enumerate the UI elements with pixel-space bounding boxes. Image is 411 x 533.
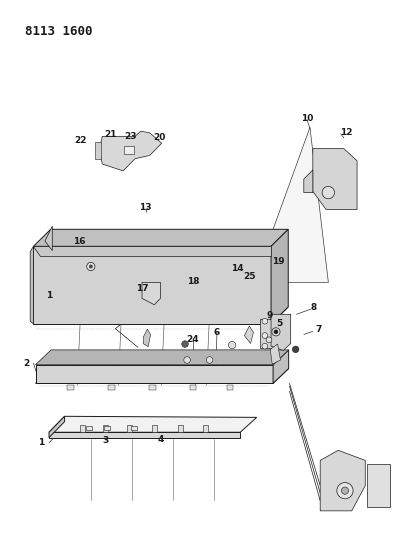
Text: 23: 23 — [125, 132, 137, 141]
Polygon shape — [304, 170, 313, 192]
Circle shape — [337, 482, 353, 499]
Bar — [80, 425, 85, 432]
Text: 18: 18 — [187, 277, 199, 286]
Bar — [260, 319, 275, 348]
Bar — [152, 425, 157, 432]
Circle shape — [272, 328, 280, 336]
Polygon shape — [254, 127, 328, 282]
Bar — [367, 464, 390, 507]
Polygon shape — [99, 131, 162, 171]
Polygon shape — [49, 432, 240, 438]
Polygon shape — [95, 142, 101, 159]
Circle shape — [229, 342, 236, 349]
Text: 13: 13 — [139, 203, 151, 212]
Bar — [108, 385, 115, 390]
Circle shape — [262, 333, 268, 338]
Circle shape — [274, 330, 278, 334]
Polygon shape — [35, 350, 289, 365]
Polygon shape — [142, 282, 160, 305]
Circle shape — [262, 343, 268, 349]
Text: 24: 24 — [186, 335, 199, 344]
Bar — [86, 426, 92, 430]
Circle shape — [206, 357, 213, 364]
Text: 2: 2 — [23, 359, 29, 368]
Polygon shape — [143, 329, 150, 346]
Text: 3: 3 — [102, 436, 108, 445]
Text: 1: 1 — [38, 438, 44, 447]
Circle shape — [184, 357, 190, 364]
Text: 4: 4 — [157, 434, 164, 443]
Circle shape — [266, 337, 272, 343]
Circle shape — [262, 318, 268, 324]
Bar — [131, 426, 137, 430]
Polygon shape — [35, 365, 273, 383]
Text: 17: 17 — [136, 284, 148, 293]
Bar — [67, 385, 74, 390]
Bar — [149, 385, 155, 390]
Text: 20: 20 — [153, 133, 166, 142]
Polygon shape — [271, 314, 291, 350]
Text: 5: 5 — [276, 319, 282, 328]
Circle shape — [182, 341, 188, 348]
Polygon shape — [320, 450, 365, 511]
Circle shape — [322, 187, 335, 199]
Text: 22: 22 — [74, 135, 87, 144]
Text: 12: 12 — [340, 128, 352, 137]
Text: 14: 14 — [231, 264, 244, 273]
Text: 7: 7 — [315, 325, 322, 334]
Polygon shape — [33, 229, 288, 246]
Polygon shape — [270, 344, 280, 364]
Circle shape — [342, 487, 349, 494]
Polygon shape — [245, 326, 254, 344]
Text: 16: 16 — [74, 237, 86, 246]
Circle shape — [87, 262, 95, 271]
Bar — [190, 385, 196, 390]
Polygon shape — [45, 226, 52, 251]
Bar — [127, 425, 132, 432]
Polygon shape — [49, 416, 65, 438]
Text: 10: 10 — [301, 114, 313, 123]
Text: 25: 25 — [243, 271, 256, 280]
Polygon shape — [35, 368, 289, 383]
Polygon shape — [273, 350, 289, 383]
Text: 9: 9 — [266, 311, 272, 320]
Bar — [178, 425, 183, 432]
Text: 8: 8 — [310, 303, 316, 312]
Polygon shape — [313, 149, 357, 209]
Text: 1: 1 — [46, 291, 52, 300]
Bar — [124, 146, 134, 155]
Bar — [227, 385, 233, 390]
Polygon shape — [33, 307, 288, 324]
Text: 6: 6 — [214, 328, 220, 337]
Bar — [203, 425, 208, 432]
Polygon shape — [33, 246, 271, 324]
Bar — [104, 426, 110, 430]
Polygon shape — [49, 416, 257, 432]
Bar — [103, 425, 108, 432]
Text: 19: 19 — [272, 257, 284, 265]
Circle shape — [292, 346, 299, 353]
Polygon shape — [30, 246, 33, 324]
Text: 21: 21 — [104, 130, 117, 139]
Text: 8113 1600: 8113 1600 — [25, 25, 93, 38]
Polygon shape — [271, 229, 288, 324]
Polygon shape — [33, 246, 271, 256]
Circle shape — [89, 265, 92, 268]
